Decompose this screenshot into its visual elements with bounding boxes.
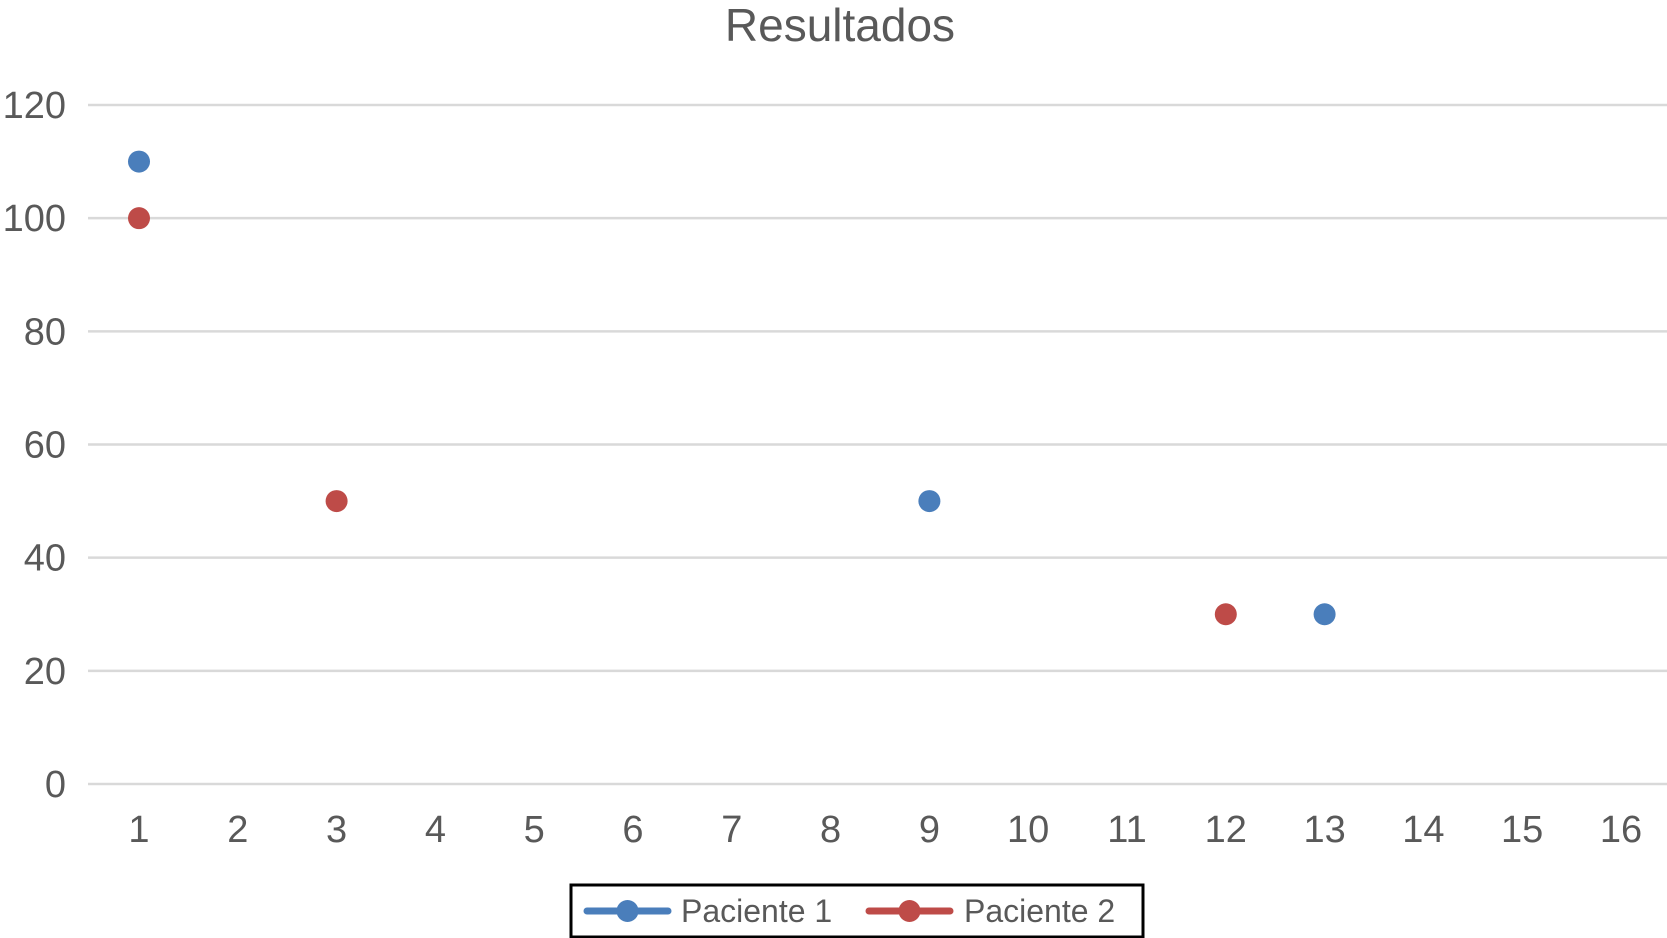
point-series-1 [1313, 603, 1336, 626]
y-axis-ticks: 0 20 40 60 80 100 120 [3, 85, 66, 806]
y-tick-label: 60 [24, 425, 66, 467]
x-tick-label: 10 [1007, 809, 1049, 851]
x-tick-label: 16 [1600, 809, 1642, 851]
x-tick-label: 13 [1303, 809, 1345, 851]
y-tick-label: 0 [45, 764, 66, 806]
y-tick-label: 100 [3, 198, 66, 240]
y-tick-label: 120 [3, 85, 66, 127]
point-series-2 [128, 207, 150, 230]
chart-title: Resultados [725, 0, 955, 51]
point-series-2 [325, 490, 348, 513]
x-tick-label: 12 [1205, 809, 1247, 851]
x-tick-label: 1 [128, 809, 149, 851]
point-series-2 [1214, 603, 1237, 626]
legend-marker-series-1 [616, 900, 639, 922]
legend-label-series-1: Paciente 1 [681, 893, 832, 929]
x-tick-label: 6 [622, 809, 643, 851]
x-tick-label: 7 [721, 809, 742, 851]
legend-label-series-2: Paciente 2 [964, 893, 1115, 929]
x-tick-label: 8 [820, 809, 841, 851]
x-tick-label: 4 [425, 809, 446, 851]
x-tick-label: 14 [1402, 809, 1444, 851]
x-tick-label: 5 [524, 809, 545, 851]
point-series-1 [918, 490, 941, 513]
legend-box [569, 883, 1145, 938]
gridlines [88, 103, 1667, 786]
legend: Paciente 1 Paciente 2 [569, 883, 1145, 938]
x-tick-label: 15 [1501, 809, 1543, 851]
x-tick-label: 11 [1107, 809, 1146, 851]
point-series-1 [128, 150, 150, 173]
x-tick-label: 2 [227, 809, 248, 851]
x-tick-label: 3 [326, 809, 347, 851]
legend-marker-series-2 [898, 900, 921, 922]
y-tick-label: 40 [24, 538, 66, 580]
x-tick-label: 9 [919, 809, 940, 851]
y-tick-label: 80 [24, 311, 66, 353]
data-points [128, 150, 1336, 626]
x-axis-ticks: 1 2 3 4 5 6 7 8 9 10 11 12 13 14 15 16 [128, 809, 1642, 851]
y-tick-label: 20 [24, 651, 66, 693]
